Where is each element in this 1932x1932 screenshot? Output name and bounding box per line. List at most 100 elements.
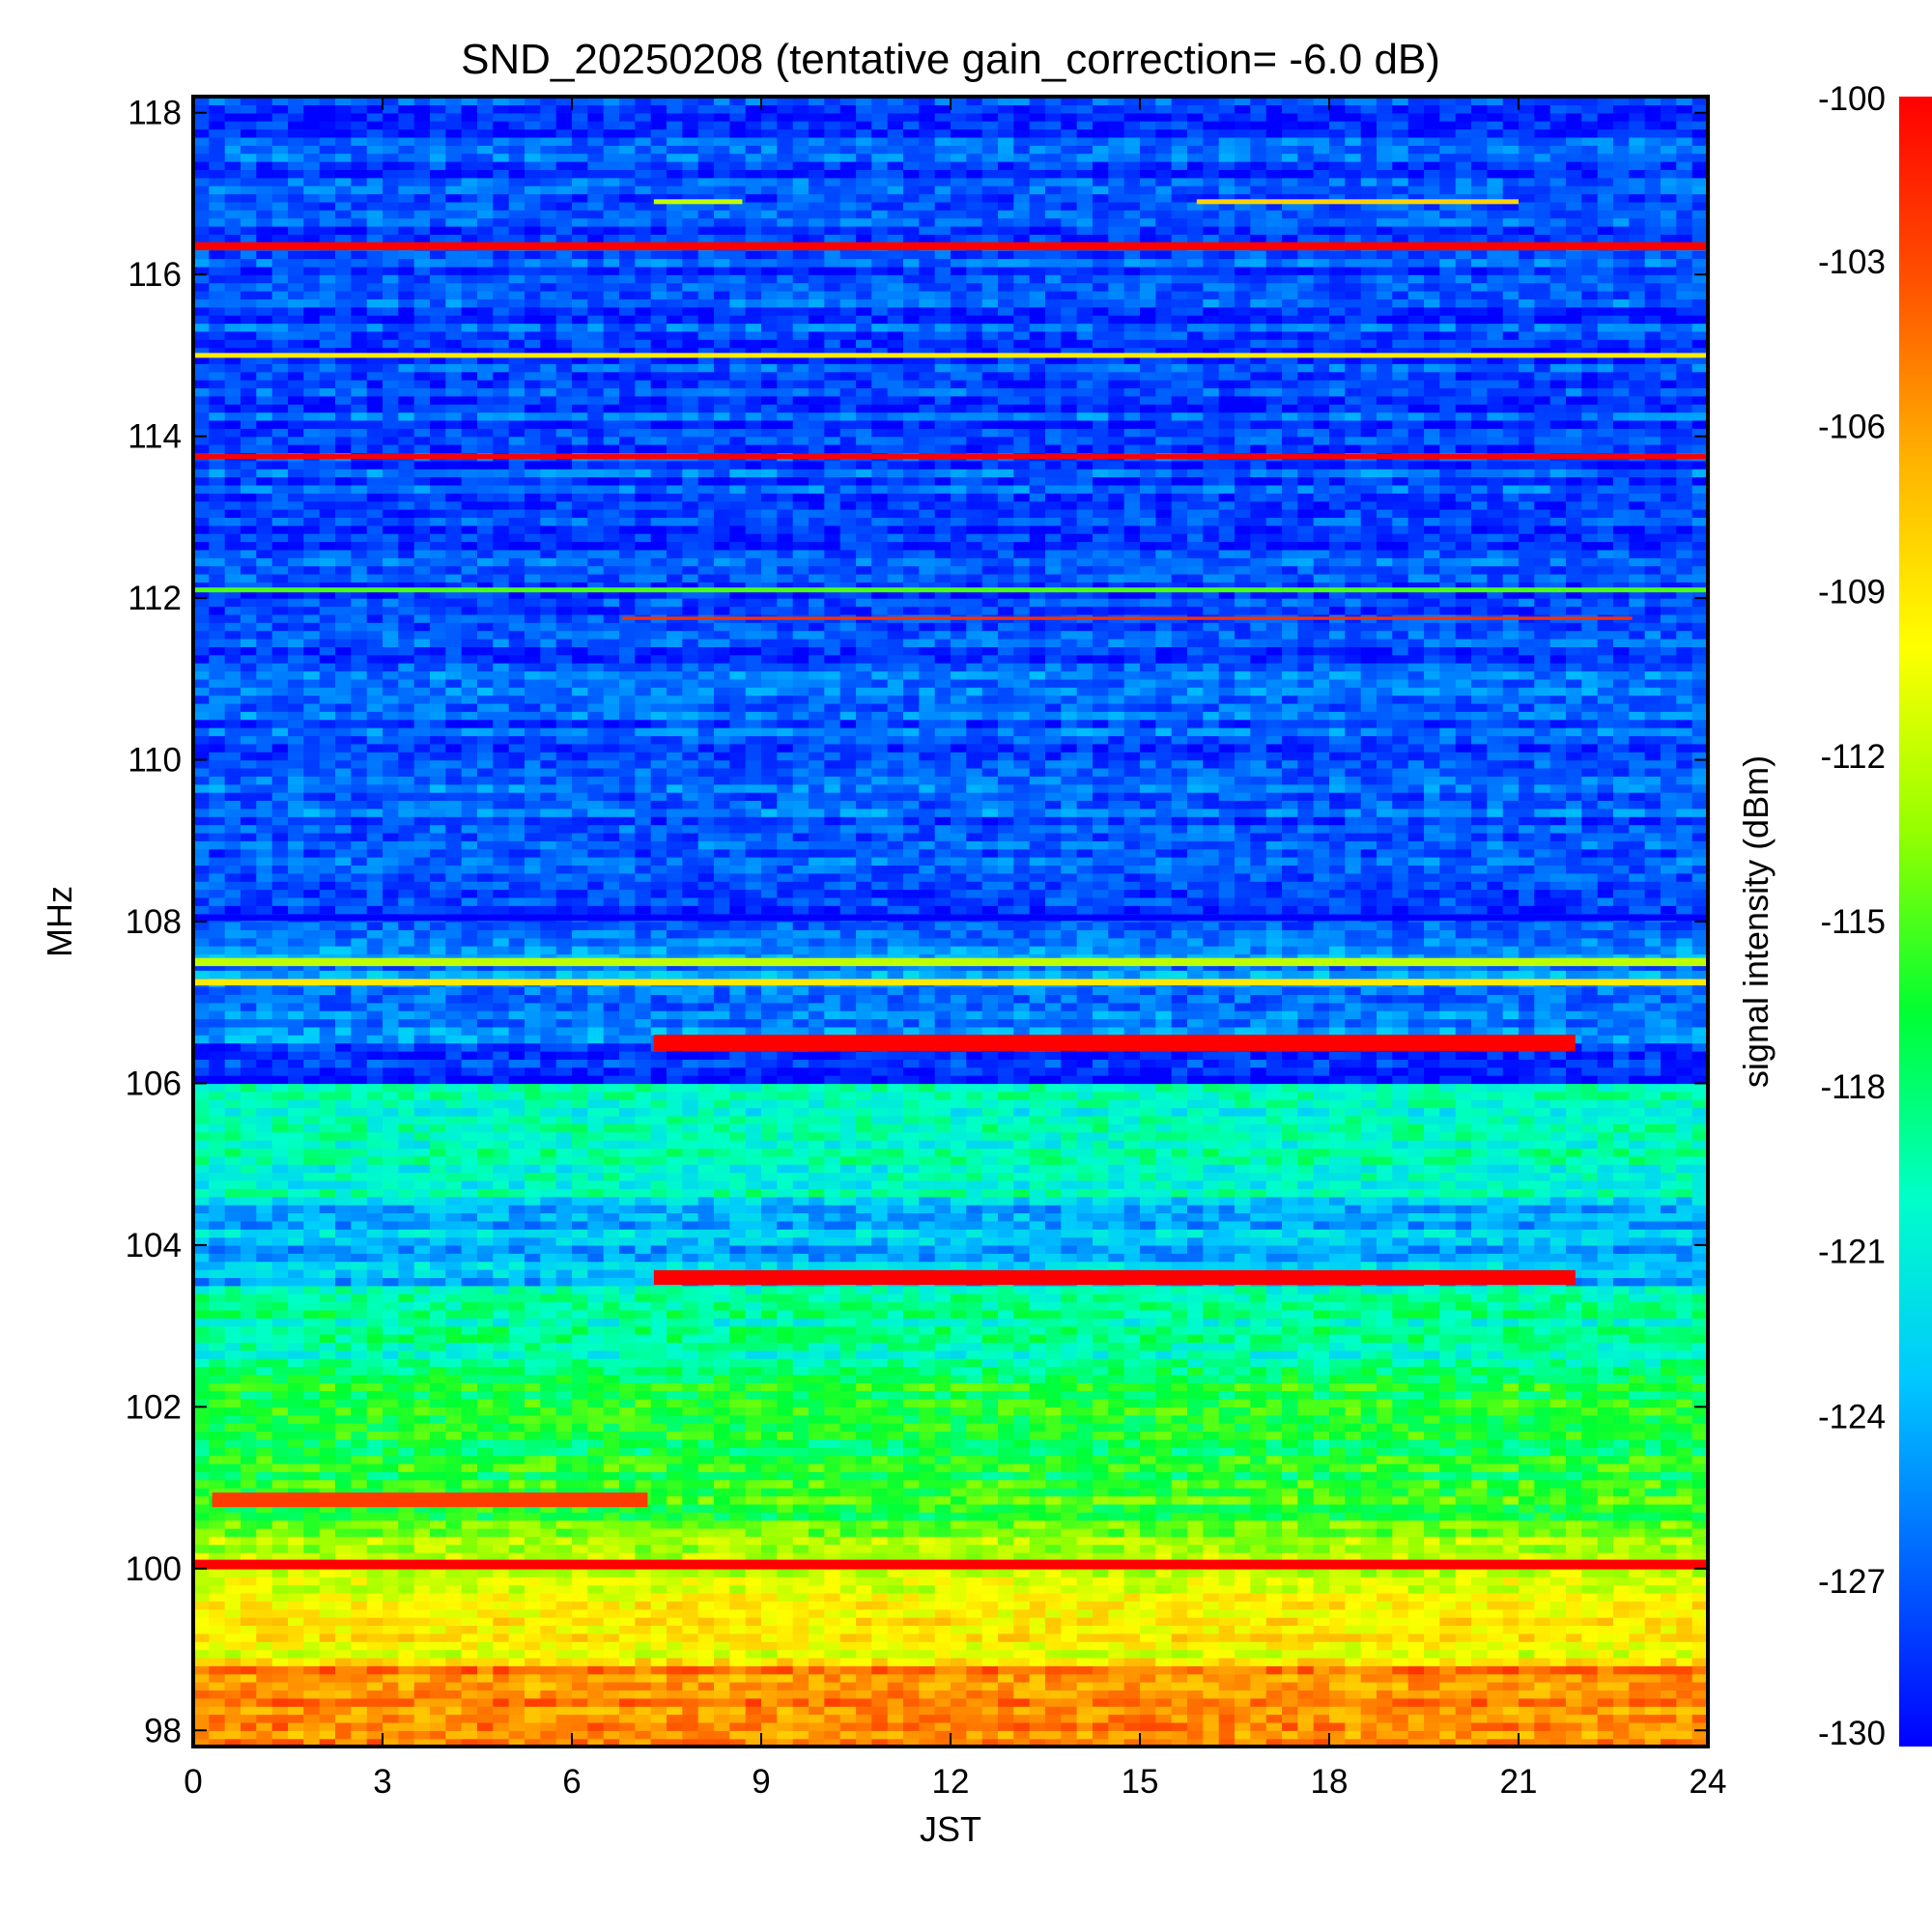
heatmap-cell <box>1187 1721 1204 1731</box>
heatmap-cell <box>335 1544 352 1553</box>
heatmap-cell <box>319 1657 336 1666</box>
heatmap-cell <box>477 1325 494 1335</box>
heatmap-cell <box>650 1730 668 1740</box>
heatmap-cell <box>1093 1738 1109 1747</box>
heatmap-cell <box>1487 1657 1504 1666</box>
heatmap-cell <box>1439 1431 1457 1440</box>
heatmap-cell <box>1155 1690 1173 1699</box>
heatmap-cell <box>319 1366 336 1376</box>
heatmap-cell <box>1407 1471 1425 1481</box>
heatmap-cell <box>745 1527 762 1537</box>
heatmap-cell <box>1187 1447 1204 1457</box>
heatmap-cell <box>1282 1455 1298 1464</box>
heatmap-cell <box>1265 1714 1283 1723</box>
heatmap-cell <box>856 1495 872 1505</box>
heatmap-cell <box>1123 1665 1141 1675</box>
heatmap-cell <box>1502 1714 1520 1723</box>
heatmap-cell <box>508 1673 526 1683</box>
heatmap-cell <box>351 1358 368 1368</box>
heatmap-cell <box>714 1592 730 1602</box>
heatmap-cell <box>493 1690 510 1699</box>
heatmap-cell <box>1613 1625 1630 1634</box>
heatmap-cell <box>603 1738 620 1747</box>
heatmap-cell <box>887 1431 904 1440</box>
heatmap-cell <box>1218 1438 1236 1448</box>
heatmap-cell <box>1471 1334 1488 1343</box>
heatmap-cell <box>981 1730 999 1740</box>
heatmap-cell <box>493 1665 510 1675</box>
heatmap-cell <box>1407 1536 1425 1546</box>
heatmap-cell <box>1108 1334 1125 1343</box>
heatmap-cell <box>1566 1682 1582 1690</box>
heatmap-cell <box>839 1577 857 1586</box>
heatmap-cell <box>635 1673 652 1683</box>
heatmap-cell <box>856 1706 872 1716</box>
heatmap-cell <box>461 1527 478 1537</box>
heatmap-cell <box>919 1617 936 1626</box>
heatmap-cell <box>1629 1665 1646 1675</box>
heatmap-cell <box>714 1366 730 1376</box>
heatmap-cell <box>224 1488 242 1497</box>
heatmap-cell <box>1155 1366 1173 1376</box>
heatmap-cell <box>1549 1577 1567 1586</box>
heatmap-cell <box>1093 1423 1109 1433</box>
heatmap-cell <box>1123 1325 1141 1335</box>
heatmap-cell <box>1471 1350 1488 1359</box>
heatmap-cell <box>1045 1463 1062 1472</box>
heatmap-cell <box>619 1463 636 1472</box>
heatmap-cell <box>1329 1649 1346 1659</box>
heatmap-cell <box>745 1706 762 1716</box>
heatmap-cell <box>650 1520 668 1529</box>
heatmap-cell <box>1471 1479 1488 1489</box>
heatmap-cell <box>1502 1544 1520 1553</box>
heatmap-cell <box>1597 1414 1614 1424</box>
heatmap-cell <box>461 1697 478 1707</box>
heatmap-cell <box>461 1601 478 1610</box>
heatmap-cell <box>1282 1512 1298 1521</box>
heatmap-cell <box>271 1399 289 1407</box>
heatmap-cell <box>1613 1690 1630 1699</box>
heatmap-cell <box>241 1706 257 1716</box>
heatmap-cell <box>241 1738 257 1747</box>
heatmap-cell <box>1029 1390 1046 1400</box>
heatmap-cell <box>1061 1334 1078 1343</box>
heatmap-cell <box>1345 1495 1362 1505</box>
heatmap-cell <box>445 1414 463 1424</box>
heatmap-cell <box>682 1730 699 1740</box>
heatmap-cell <box>1629 1438 1646 1448</box>
heatmap-cell <box>1581 1617 1599 1626</box>
heatmap-cell <box>839 1721 857 1731</box>
heatmap-cell <box>635 1706 652 1716</box>
heatmap-cell <box>903 1471 920 1481</box>
heatmap-cell <box>1644 1463 1662 1472</box>
heatmap-cell <box>1360 1657 1378 1666</box>
heatmap-cell <box>1108 1520 1125 1529</box>
heatmap-cell <box>383 1633 399 1642</box>
heatmap-cell <box>1313 1568 1330 1577</box>
heatmap-cell <box>903 1438 920 1448</box>
heatmap-cell <box>1203 1503 1220 1513</box>
heatmap-cell <box>1155 1520 1173 1529</box>
heatmap-cell <box>1235 1366 1251 1376</box>
heatmap-cell <box>1108 1584 1125 1594</box>
heatmap-cell <box>555 1625 573 1634</box>
heatmap-cell <box>1076 1608 1094 1618</box>
heatmap-cell <box>1093 1447 1109 1457</box>
heatmap-cell <box>603 1438 620 1448</box>
heatmap-cell <box>587 1479 605 1489</box>
heatmap-cell <box>966 1358 983 1368</box>
heatmap-cell <box>572 1617 588 1626</box>
heatmap-cell <box>1345 1577 1362 1586</box>
heatmap-cell <box>1424 1625 1440 1634</box>
heatmap-cell <box>998 1657 1014 1666</box>
heatmap-cell <box>1029 1641 1046 1651</box>
heatmap-cell <box>193 1495 210 1505</box>
heatmap-cell <box>1013 1682 1031 1690</box>
heatmap-cell <box>540 1431 557 1440</box>
heatmap-cell <box>919 1358 936 1368</box>
heatmap-cell <box>761 1690 778 1699</box>
heatmap-cell <box>635 1366 652 1376</box>
heatmap-cell <box>809 1358 825 1368</box>
heatmap-cell <box>951 1617 967 1626</box>
heatmap-cell <box>493 1423 510 1433</box>
